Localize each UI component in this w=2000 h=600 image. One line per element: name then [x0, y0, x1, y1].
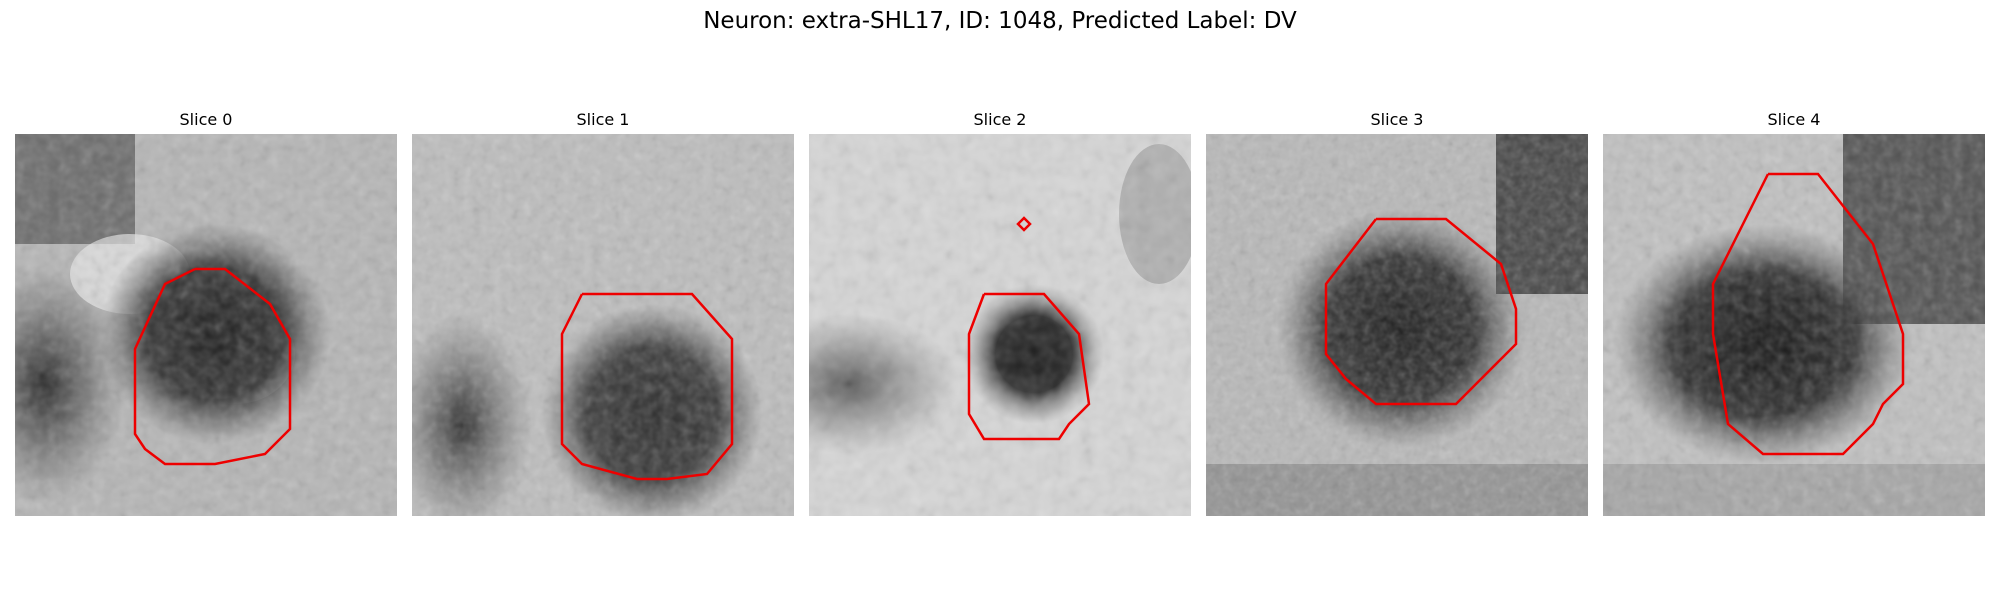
slice-panel-2: Slice 2 — [809, 110, 1191, 516]
slice-title-0: Slice 0 — [179, 110, 233, 129]
slice-panel-3: Slice 3 — [1206, 110, 1588, 516]
slice-title-3: Slice 3 — [1370, 110, 1424, 129]
roi-contour-1 — [560, 292, 734, 481]
figure-title: Neuron: extra-SHL17, ID: 1048, Predicted… — [703, 8, 1297, 34]
roi-contour-2-small — [1016, 216, 1032, 232]
slice-panel-0: Slice 0 — [15, 110, 397, 516]
slice-title-1: Slice 1 — [576, 110, 630, 129]
slice-image-4 — [1603, 134, 1985, 516]
slice-image-2 — [809, 134, 1191, 516]
slice-panel-4: Slice 4 — [1603, 110, 1985, 516]
roi-contour-2 — [967, 292, 1091, 441]
slice-image-3 — [1206, 134, 1588, 516]
slice-image-0 — [15, 134, 397, 516]
slice-image-1 — [412, 134, 794, 516]
slice-panel-1: Slice 1 — [412, 110, 794, 516]
roi-contour-4 — [1711, 172, 1905, 456]
slice-title-2: Slice 2 — [973, 110, 1027, 129]
slice-title-4: Slice 4 — [1767, 110, 1821, 129]
roi-contour-0 — [133, 267, 292, 466]
roi-contour-3 — [1324, 217, 1518, 406]
